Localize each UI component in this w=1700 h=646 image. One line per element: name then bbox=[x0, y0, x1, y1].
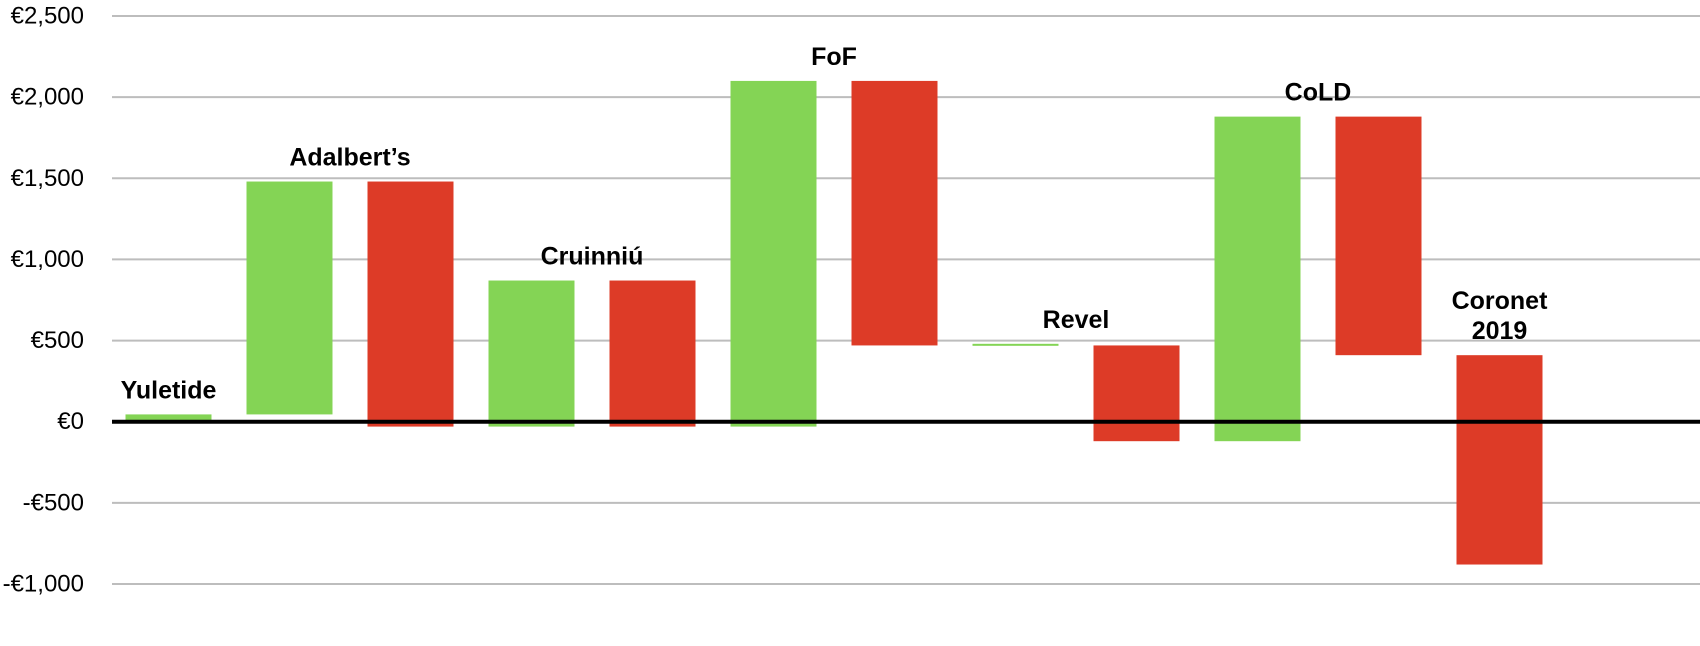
income-bar bbox=[730, 80, 817, 427]
y-tick-label: €2,000 bbox=[11, 84, 84, 111]
annotation-label: Adalbert’s bbox=[289, 144, 410, 172]
y-tick-label: -€500 bbox=[23, 489, 84, 516]
annotation-label: Cruinniú bbox=[541, 243, 644, 271]
y-tick-label: €1,500 bbox=[11, 165, 84, 192]
income-bar bbox=[246, 181, 333, 415]
y-tick-label: €1,000 bbox=[11, 246, 84, 273]
expense-bar bbox=[1335, 116, 1422, 356]
annotation-label: Yuletide bbox=[121, 376, 217, 404]
income-bar bbox=[1214, 116, 1301, 442]
annotation-label: 2019 bbox=[1472, 317, 1528, 345]
y-tick-label: €0 bbox=[57, 408, 84, 435]
annotation-label: CoLD bbox=[1285, 79, 1352, 107]
expense-bar bbox=[367, 181, 454, 427]
expense-bar bbox=[1093, 345, 1180, 442]
annotation-label: Coronet bbox=[1452, 287, 1549, 315]
annotation-label: FoF bbox=[811, 43, 857, 71]
y-tick-label: €500 bbox=[31, 327, 84, 354]
y-tick-label: €2,500 bbox=[11, 3, 84, 30]
bars bbox=[125, 80, 1543, 565]
income-bar bbox=[488, 280, 575, 427]
event-annotations: Yuletide Adalbert’s Cruinniú FoF Revel CoLD Co… bbox=[121, 43, 1549, 404]
income-bar bbox=[972, 343, 1059, 346]
annotation-label: Revel bbox=[1043, 306, 1110, 334]
expense-bar bbox=[1456, 355, 1543, 565]
income-bar bbox=[125, 414, 212, 422]
expense-bar bbox=[851, 80, 938, 346]
expense-bar bbox=[609, 280, 696, 427]
y-tick-label: -€1,000 bbox=[3, 571, 84, 598]
y-axis-tick-labels: -€1,000 -€500 €0 €500 €1,000 €1,500 €2,000 €2,5… bbox=[3, 3, 84, 598]
